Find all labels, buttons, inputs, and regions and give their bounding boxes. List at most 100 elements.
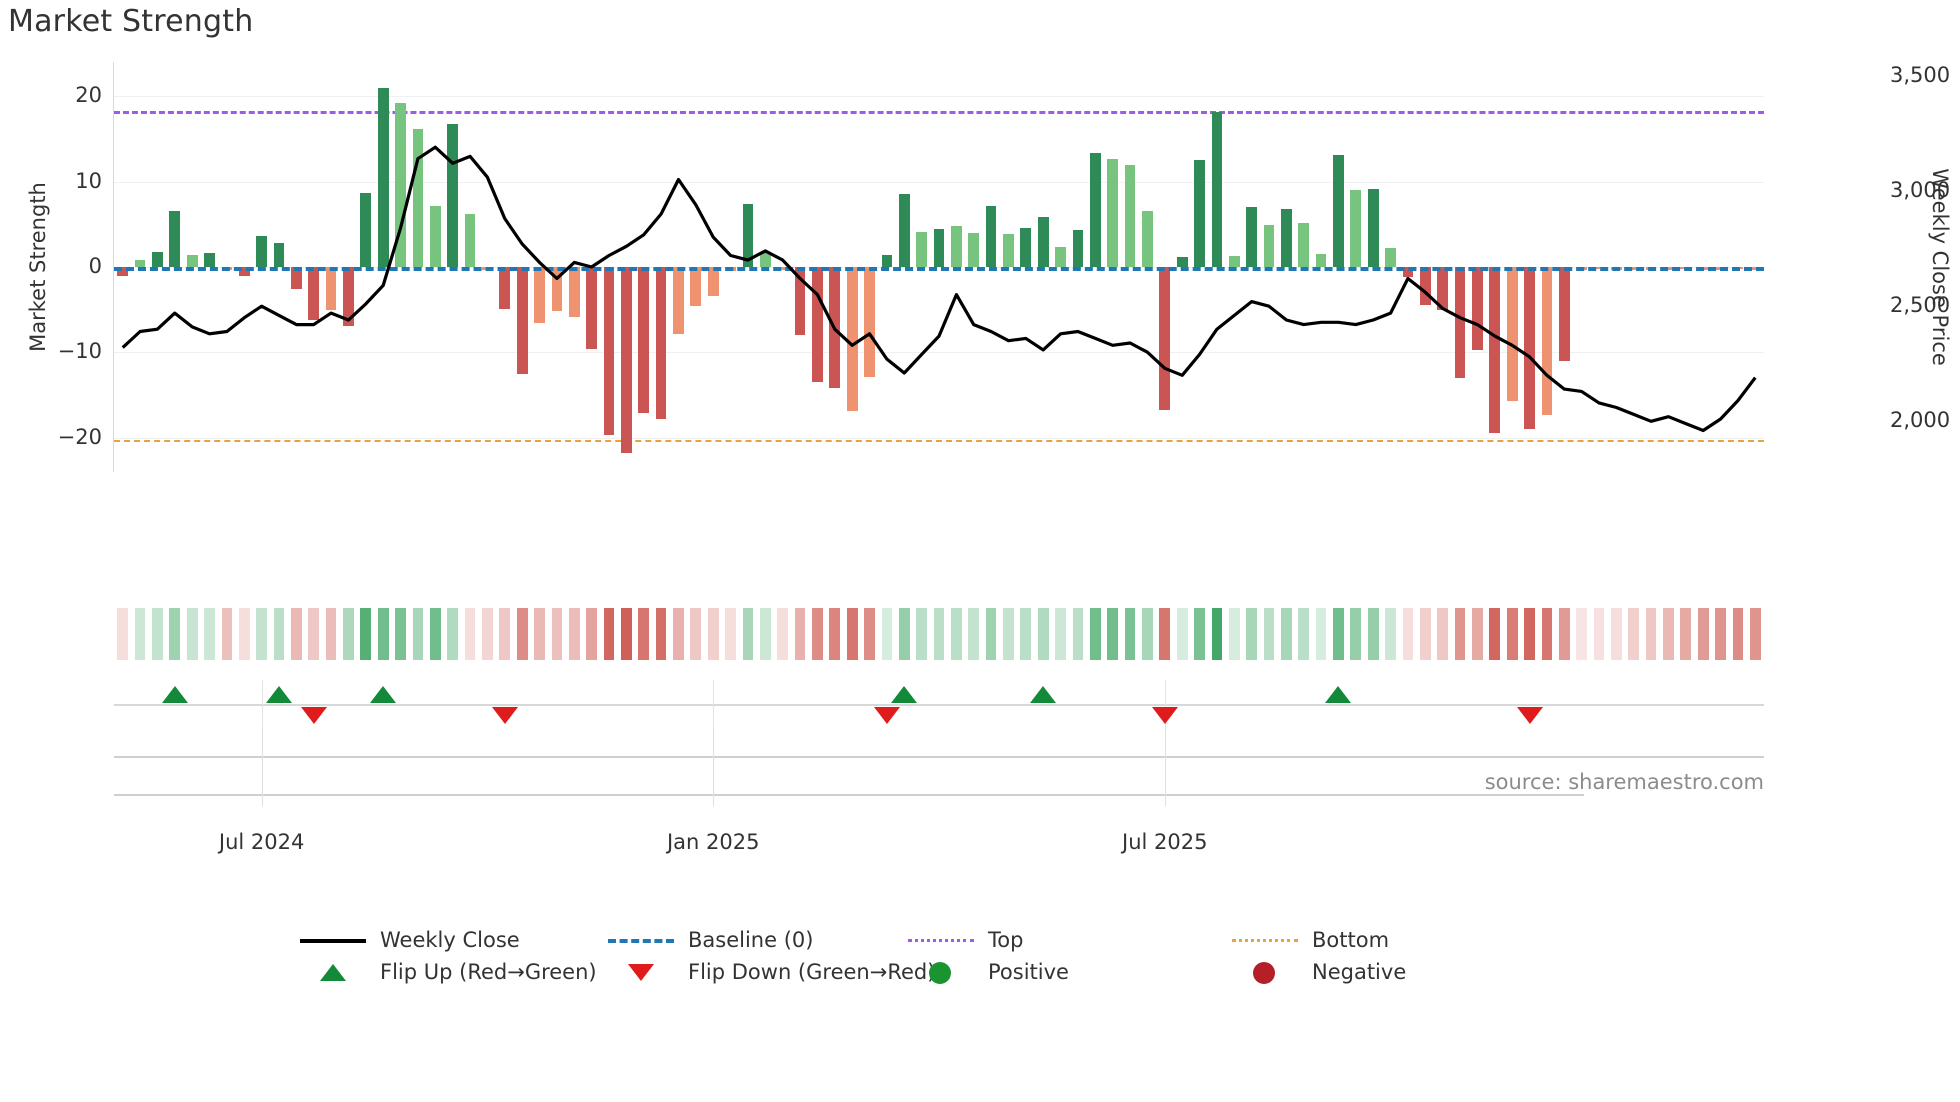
gridline-left (114, 181, 1764, 183)
strength-bar (1228, 255, 1240, 267)
heatmap-cell (186, 608, 198, 660)
dashed-line-icon (608, 928, 674, 952)
legend-item[interactable]: Baseline (0) (608, 928, 813, 952)
heatmap-cell (985, 608, 997, 660)
heatmap-cell (1176, 608, 1188, 660)
heatmap-cell (846, 608, 858, 660)
strength-bar (1472, 267, 1483, 350)
strength-bar (1211, 111, 1223, 267)
heatmap-cell (1506, 608, 1518, 660)
strength-bar (447, 124, 459, 267)
strength-bar (1506, 267, 1518, 402)
strength-bar (1402, 267, 1414, 278)
heatmap-cell (1576, 608, 1587, 660)
legend-item-label: Baseline (0) (688, 928, 814, 952)
heatmap-cell (1280, 608, 1292, 660)
heatmap-cell (1419, 608, 1431, 660)
reference-line-baseline (114, 267, 1764, 271)
strength-bar (1124, 164, 1136, 267)
heatmap-cell (655, 608, 667, 660)
strength-bar (568, 267, 580, 318)
heatmap-cell (1315, 608, 1327, 660)
heatmap-cell (620, 608, 632, 660)
strength-bar (933, 228, 945, 267)
strength-bar (1454, 267, 1466, 379)
flip-axis-line (114, 704, 1764, 706)
x-axis-tick-label: Jan 2025 (666, 830, 760, 854)
legend-item-label: Bottom (1312, 928, 1390, 952)
strength-bar (1280, 208, 1292, 267)
flip-up-marker (1325, 686, 1352, 703)
lower-axis-area (114, 728, 1764, 828)
y-axis-tick-right: 2,000 (1890, 408, 1951, 433)
strength-bar (1194, 160, 1205, 267)
heatmap-cell (204, 608, 215, 660)
legend-item[interactable]: Positive (908, 960, 1069, 984)
strength-bar (551, 267, 563, 312)
heatmap-cell (308, 608, 320, 660)
heatmap-cell (152, 608, 163, 660)
heatmap-cell (1749, 608, 1761, 660)
heatmap-cell (586, 608, 597, 660)
strength-bar (742, 203, 754, 267)
heatmap-cell (933, 608, 945, 660)
reference-line-bottom (114, 439, 1764, 442)
x-axis-tick-line (1164, 728, 1166, 806)
heatmap-cell (395, 608, 406, 660)
heatmap-cell (1367, 608, 1379, 660)
y-axis-tick-right: 3,500 (1890, 62, 1951, 87)
legend-item[interactable]: Top (908, 928, 1023, 952)
strength-bar (1176, 256, 1188, 267)
source-note: source: sharemaestro.com (1484, 770, 1764, 794)
legend-item[interactable]: Weekly Close (300, 928, 520, 952)
strength-bar (864, 267, 875, 378)
heatmap-cell (777, 608, 789, 660)
heatmap-cell (638, 608, 650, 660)
y-axis-tick-left: 10 (75, 168, 102, 193)
heatmap-cell (360, 608, 372, 660)
strength-bar (1142, 210, 1153, 267)
heatmap-cell (429, 608, 441, 660)
legend-item-label: Top (988, 928, 1024, 952)
strength-bar (1055, 246, 1066, 267)
heatmap-cell (447, 608, 459, 660)
strength-bar (534, 267, 545, 324)
flip-down-marker (300, 707, 327, 724)
strength-bar (290, 267, 302, 290)
legend-item-label: Flip Down (Green→Red) (688, 960, 936, 984)
strength-bar (916, 231, 927, 267)
strength-bar (603, 267, 615, 436)
heatmap-cell (1645, 608, 1657, 660)
legend-item[interactable]: Bottom (1232, 928, 1389, 952)
heatmap-cell (1333, 608, 1344, 660)
heatmap-cell (881, 608, 893, 660)
y-axis-tick-right: 3,000 (1890, 177, 1951, 202)
left-axis-spine (113, 62, 114, 472)
strength-bar (499, 267, 511, 309)
strength-bar (1003, 233, 1014, 267)
legend-item-label: Flip Up (Red→Green) (380, 960, 597, 984)
strength-bar (377, 87, 389, 267)
heatmap-cell (1715, 608, 1726, 660)
strength-bar (1020, 227, 1032, 267)
heatmap-cell (1472, 608, 1483, 660)
weekly-close-line-layer (121, 145, 1757, 433)
heatmap-cell (1437, 608, 1449, 660)
strength-bar (881, 255, 893, 267)
strength-bar (1524, 267, 1535, 430)
strength-bar (638, 267, 650, 414)
legend-item[interactable]: Flip Down (Green→Red) (608, 960, 935, 984)
strength-bar (1558, 267, 1570, 361)
strength-bar (360, 192, 372, 267)
heatmap-cell (916, 608, 927, 660)
strength-bar (256, 236, 267, 267)
legend-item[interactable]: Flip Up (Red→Green) (300, 960, 597, 984)
heatmap-cell (1524, 608, 1535, 660)
strength-bar (412, 128, 424, 267)
legend-item[interactable]: Negative (1232, 960, 1406, 984)
strength-bar (273, 243, 285, 267)
heatmap-cell (1350, 608, 1362, 660)
heatmap-cell (1124, 608, 1136, 660)
x-axis-tick-line (713, 728, 715, 806)
strength-bar (1541, 267, 1553, 415)
